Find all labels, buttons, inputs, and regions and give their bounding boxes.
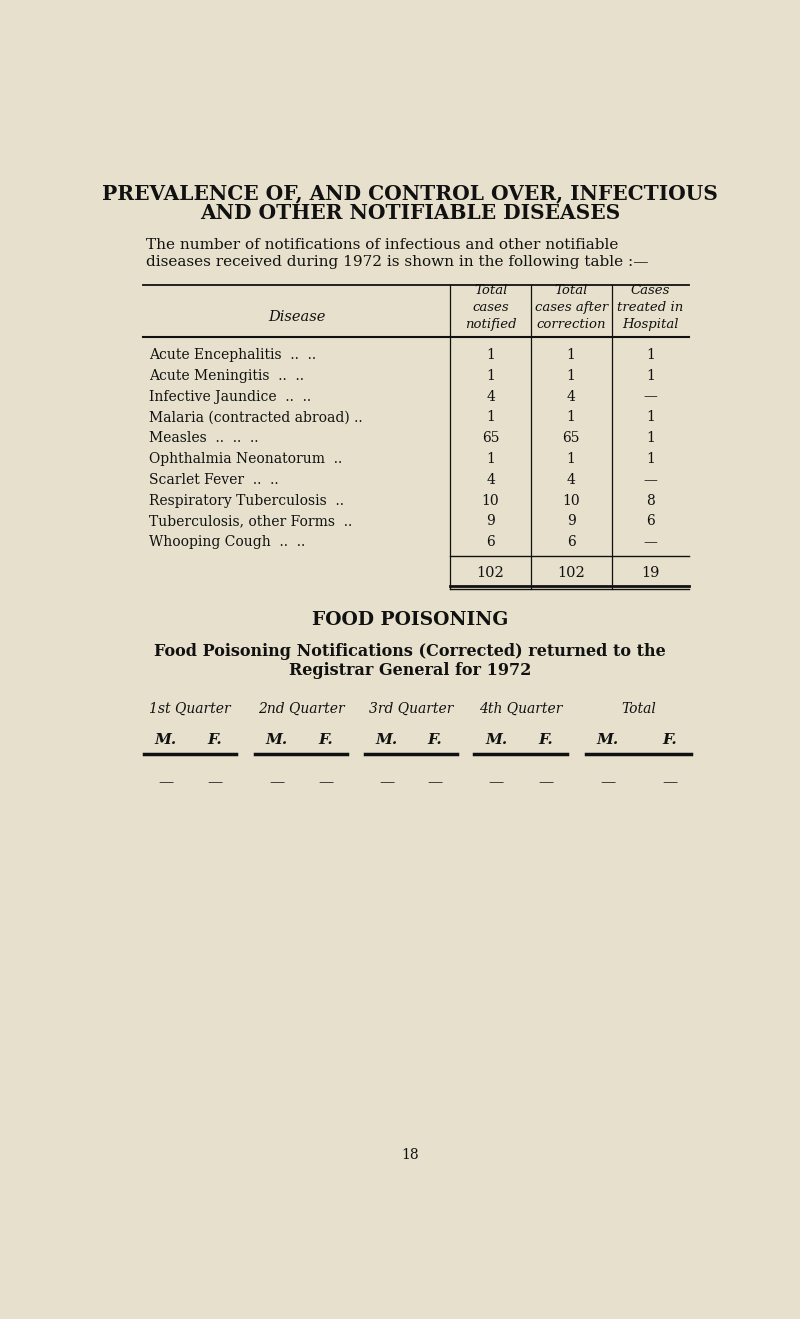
Text: —: — bbox=[600, 776, 615, 789]
Text: 1: 1 bbox=[566, 410, 576, 425]
Text: 8: 8 bbox=[646, 493, 654, 508]
Text: M.: M. bbox=[485, 732, 507, 747]
Text: 1: 1 bbox=[486, 452, 495, 466]
Text: —: — bbox=[538, 776, 554, 789]
Text: diseases received during 1972 is shown in the following table :—: diseases received during 1972 is shown i… bbox=[146, 255, 649, 269]
Text: —: — bbox=[427, 776, 442, 789]
Text: Total: Total bbox=[621, 702, 656, 716]
Text: AND OTHER NOTIFIABLE DISEASES: AND OTHER NOTIFIABLE DISEASES bbox=[200, 203, 620, 223]
Text: 4: 4 bbox=[566, 472, 576, 487]
Text: 4: 4 bbox=[566, 389, 576, 404]
Text: Malaria (contracted abroad) ..: Malaria (contracted abroad) .. bbox=[149, 410, 362, 425]
Text: 1: 1 bbox=[566, 452, 576, 466]
Text: 3rd Quarter: 3rd Quarter bbox=[369, 702, 453, 716]
Text: Tuberculosis, other Forms  ..: Tuberculosis, other Forms .. bbox=[149, 514, 352, 529]
Text: 102: 102 bbox=[477, 566, 505, 579]
Text: M.: M. bbox=[266, 732, 288, 747]
Text: 1: 1 bbox=[646, 369, 654, 383]
Text: —: — bbox=[643, 472, 657, 487]
Text: Measles  ..  ..  ..: Measles .. .. .. bbox=[149, 431, 258, 446]
Text: —: — bbox=[269, 776, 284, 789]
Text: 1: 1 bbox=[646, 410, 654, 425]
Text: 2nd Quarter: 2nd Quarter bbox=[258, 702, 345, 716]
Text: —: — bbox=[643, 389, 657, 404]
Text: 1: 1 bbox=[566, 348, 576, 361]
Text: Scarlet Fever  ..  ..: Scarlet Fever .. .. bbox=[149, 472, 278, 487]
Text: —: — bbox=[662, 776, 678, 789]
Text: F.: F. bbox=[318, 732, 333, 747]
Text: —: — bbox=[158, 776, 174, 789]
Text: 6: 6 bbox=[567, 536, 575, 549]
Text: 1: 1 bbox=[646, 431, 654, 446]
Text: 1: 1 bbox=[486, 410, 495, 425]
Text: 65: 65 bbox=[562, 431, 580, 446]
Text: 10: 10 bbox=[482, 493, 499, 508]
Text: PREVALENCE OF, AND CONTROL OVER, INFECTIOUS: PREVALENCE OF, AND CONTROL OVER, INFECTI… bbox=[102, 183, 718, 203]
Text: 1st Quarter: 1st Quarter bbox=[150, 702, 231, 716]
Text: The number of notifications of infectious and other notifiable: The number of notifications of infectiou… bbox=[146, 237, 619, 252]
Text: F.: F. bbox=[207, 732, 222, 747]
Text: 18: 18 bbox=[401, 1149, 419, 1162]
Text: 1: 1 bbox=[646, 452, 654, 466]
Text: 1: 1 bbox=[486, 369, 495, 383]
Text: 6: 6 bbox=[486, 536, 495, 549]
Text: Infective Jaundice  ..  ..: Infective Jaundice .. .. bbox=[149, 389, 311, 404]
Text: —: — bbox=[488, 776, 504, 789]
Text: M.: M. bbox=[376, 732, 398, 747]
Text: F.: F. bbox=[662, 732, 677, 747]
Text: Registrar General for 1972: Registrar General for 1972 bbox=[289, 662, 531, 679]
Text: 9: 9 bbox=[486, 514, 495, 529]
Text: Cases
treated in
Hospital: Cases treated in Hospital bbox=[617, 284, 683, 331]
Text: 4: 4 bbox=[486, 472, 495, 487]
Text: 1: 1 bbox=[646, 348, 654, 361]
Text: F.: F. bbox=[427, 732, 442, 747]
Text: 4th Quarter: 4th Quarter bbox=[479, 702, 562, 716]
Text: Acute Encephalitis  ..  ..: Acute Encephalitis .. .. bbox=[149, 348, 316, 361]
Text: Total
cases after
correction: Total cases after correction bbox=[534, 284, 608, 331]
Text: 10: 10 bbox=[562, 493, 580, 508]
Text: Respiratory Tuberculosis  ..: Respiratory Tuberculosis .. bbox=[149, 493, 344, 508]
Text: Ophthalmia Neonatorum  ..: Ophthalmia Neonatorum .. bbox=[149, 452, 342, 466]
Text: Food Poisoning Notifications (Corrected) returned to the: Food Poisoning Notifications (Corrected)… bbox=[154, 644, 666, 661]
Text: FOOD POISONING: FOOD POISONING bbox=[312, 611, 508, 629]
Text: Whooping Cough  ..  ..: Whooping Cough .. .. bbox=[149, 536, 305, 549]
Text: 102: 102 bbox=[558, 566, 585, 579]
Text: —: — bbox=[318, 776, 333, 789]
Text: Acute Meningitis  ..  ..: Acute Meningitis .. .. bbox=[149, 369, 304, 383]
Text: —: — bbox=[643, 536, 657, 549]
Text: —: — bbox=[379, 776, 394, 789]
Text: 9: 9 bbox=[567, 514, 575, 529]
Text: Total
cases
notified: Total cases notified bbox=[465, 284, 517, 331]
Text: 19: 19 bbox=[641, 566, 659, 579]
Text: —: — bbox=[207, 776, 222, 789]
Text: 1: 1 bbox=[486, 348, 495, 361]
Text: 4: 4 bbox=[486, 389, 495, 404]
Text: M.: M. bbox=[155, 732, 177, 747]
Text: F.: F. bbox=[538, 732, 553, 747]
Text: Disease: Disease bbox=[268, 310, 325, 324]
Text: 65: 65 bbox=[482, 431, 499, 446]
Text: 1: 1 bbox=[566, 369, 576, 383]
Text: 6: 6 bbox=[646, 514, 654, 529]
Text: M.: M. bbox=[597, 732, 618, 747]
